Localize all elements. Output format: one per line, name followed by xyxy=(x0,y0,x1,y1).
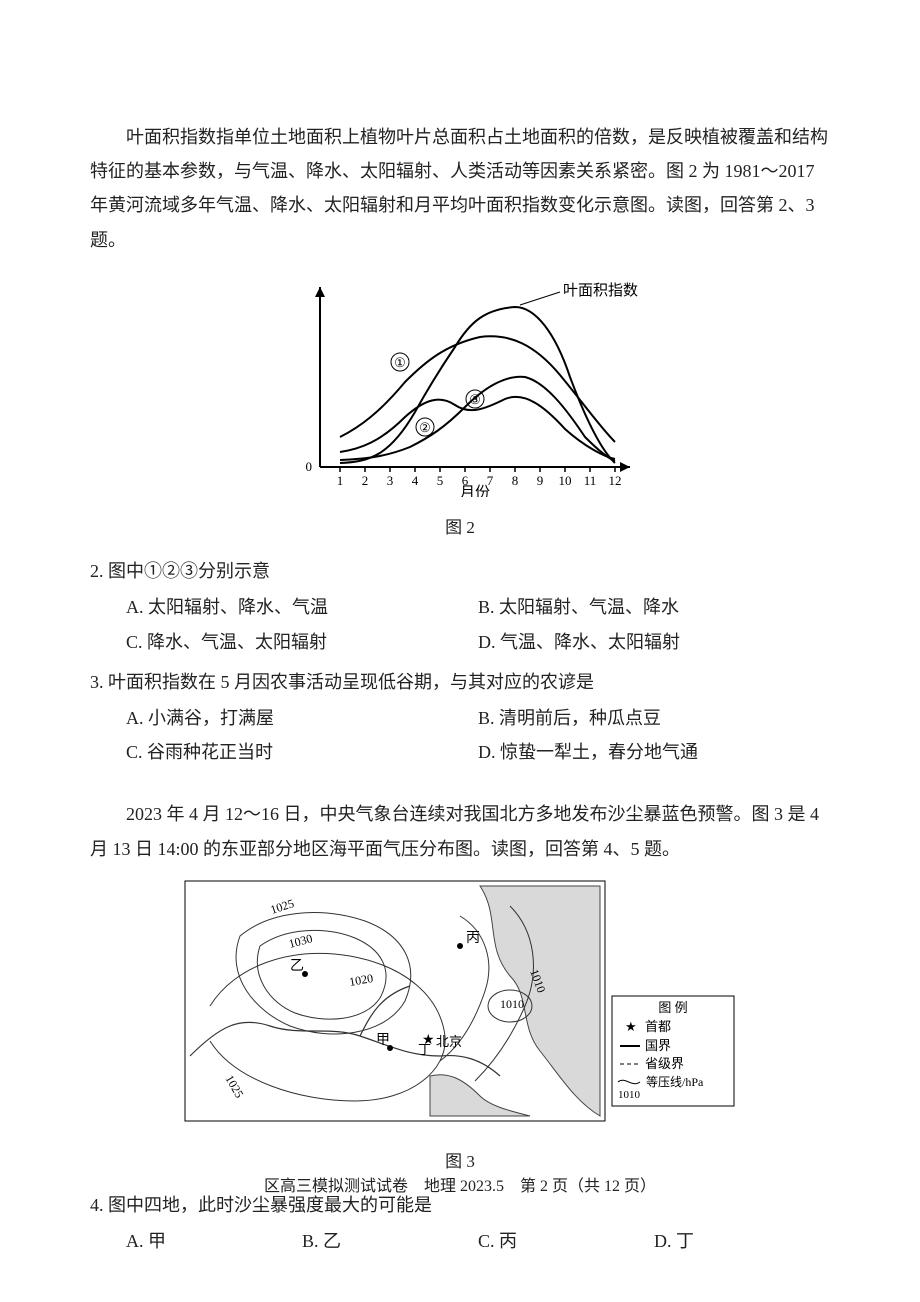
page-footer: 区高三模拟测试试卷 地理 2023.5 第 2 页（共 12 页） xyxy=(0,1172,920,1202)
svg-text:3: 3 xyxy=(387,473,394,488)
svg-text:甲: 甲 xyxy=(376,1033,390,1048)
map-east-asia-pressure: 1025 1030 1025 1020 1010 1010 乙 甲 丙 丁 ★ … xyxy=(180,876,740,1131)
legend-isobar: 等压线/hPa xyxy=(646,1075,704,1089)
q4-option-d: D. 丁 xyxy=(654,1224,830,1258)
svg-text:2: 2 xyxy=(362,473,369,488)
question-2-options: A. 太阳辐射、降水、气温 B. 太阳辐射、气温、降水 C. 降水、气温、太阳辐… xyxy=(126,590,830,658)
legend-national: 国界 xyxy=(645,1038,671,1053)
q2-option-c: C. 降水、气温、太阳辐射 xyxy=(126,625,478,659)
figure-2: 1 2 3 4 5 6 7 8 9 10 11 12 0 xyxy=(90,267,830,508)
svg-text:乙: 乙 xyxy=(290,958,304,974)
svg-text:★: ★ xyxy=(422,1033,435,1048)
q3-option-d: D. 惊蛰一犁土，春分地气通 xyxy=(478,735,830,769)
question-3-stem: 3. 叶面积指数在 5 月因农事活动呈现低谷期，与其对应的农谚是 xyxy=(90,665,830,699)
question-2-stem: 2. 图中①②③分别示意 xyxy=(90,554,830,588)
svg-text:12: 12 xyxy=(609,473,622,488)
figure-3: 1025 1030 1025 1020 1010 1010 乙 甲 丙 丁 ★ … xyxy=(90,876,830,1142)
x-axis-label: 月份 xyxy=(460,484,490,497)
svg-text:③: ③ xyxy=(469,392,481,407)
svg-text:9: 9 xyxy=(537,473,544,488)
q4-option-c: C. 丙 xyxy=(478,1224,654,1258)
svg-text:8: 8 xyxy=(512,473,519,488)
question-4-options: A. 甲 B. 乙 C. 丙 D. 丁 xyxy=(126,1224,830,1258)
svg-text:1010: 1010 xyxy=(500,997,524,1011)
svg-text:11: 11 xyxy=(584,473,597,488)
svg-text:北京: 北京 xyxy=(436,1034,462,1049)
q4-option-a: A. 甲 xyxy=(126,1224,302,1258)
q2-option-a: A. 太阳辐射、降水、气温 xyxy=(126,590,478,624)
svg-text:0: 0 xyxy=(306,459,313,474)
svg-text:4: 4 xyxy=(412,473,419,488)
svg-text:①: ① xyxy=(394,355,406,370)
q4-option-b: B. 乙 xyxy=(302,1224,478,1258)
q3-option-b: B. 清明前后，种瓜点豆 xyxy=(478,701,830,735)
legend-capital: 首都 xyxy=(645,1019,671,1034)
exam-page: 叶面积指数指单位土地面积上植物叶片总面积占土地面积的倍数，是反映植被覆盖和结构特… xyxy=(0,0,920,1302)
svg-text:1: 1 xyxy=(337,473,344,488)
intro-text-1: 叶面积指数指单位土地面积上植物叶片总面积占土地面积的倍数，是反映植被覆盖和结构特… xyxy=(90,120,830,257)
svg-text:5: 5 xyxy=(437,473,444,488)
svg-text:1010: 1010 xyxy=(618,1089,641,1101)
intro-text-2: 2023 年 4 月 12～16 日，中央气象台连续对我国北方多地发布沙尘暴蓝色… xyxy=(90,797,830,865)
svg-text:②: ② xyxy=(419,420,431,435)
q3-option-a: A. 小满谷，打满屋 xyxy=(126,701,478,735)
q2-option-b: B. 太阳辐射、气温、降水 xyxy=(478,590,830,624)
legend-provincial: 省级界 xyxy=(645,1056,684,1071)
figure-2-caption: 图 2 xyxy=(90,512,830,544)
svg-text:丙: 丙 xyxy=(466,931,480,946)
legend-title: 图 例 xyxy=(658,1000,687,1015)
q2-option-d: D. 气温、降水、太阳辐射 xyxy=(478,625,830,659)
svg-text:★: ★ xyxy=(625,1019,637,1034)
svg-text:10: 10 xyxy=(559,473,572,488)
question-3-options: A. 小满谷，打满屋 B. 清明前后，种瓜点豆 C. 谷雨种花正当时 D. 惊蛰… xyxy=(126,701,830,769)
leaf-label: 叶面积指数 xyxy=(563,282,638,299)
chart-lai: 1 2 3 4 5 6 7 8 9 10 11 12 0 xyxy=(270,267,650,497)
q3-option-c: C. 谷雨种花正当时 xyxy=(126,735,478,769)
